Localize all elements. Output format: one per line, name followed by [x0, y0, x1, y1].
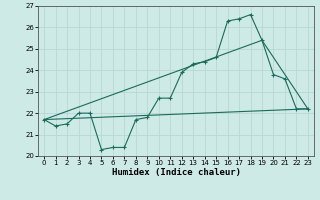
- X-axis label: Humidex (Indice chaleur): Humidex (Indice chaleur): [111, 168, 241, 177]
